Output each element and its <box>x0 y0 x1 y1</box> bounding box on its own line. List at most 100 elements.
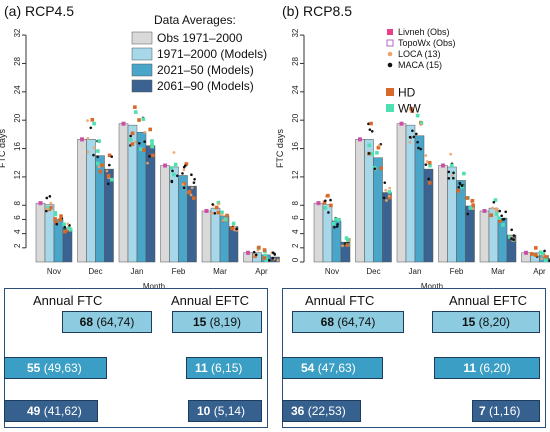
ww-point <box>428 163 432 168</box>
ww-point <box>264 258 269 263</box>
ww-point <box>141 117 146 121</box>
maca-point <box>382 196 386 200</box>
maca-point <box>457 185 461 189</box>
y-tick-label: 0 <box>291 257 300 262</box>
hd-point <box>53 217 57 221</box>
bar-dec <box>77 139 87 263</box>
ww-point <box>173 162 178 167</box>
x-tick-label: Dec <box>88 267 102 276</box>
topowx-point <box>246 250 250 255</box>
maca-point <box>416 140 419 144</box>
ww-point <box>543 258 548 263</box>
livneh-point <box>524 250 528 255</box>
hd-point <box>90 118 95 122</box>
ww-point <box>109 177 114 182</box>
maca-point <box>108 163 111 167</box>
ftc-row3-value: 49 <box>27 404 41 418</box>
maca-point <box>424 163 428 166</box>
maca-point <box>452 171 455 175</box>
topowx-point <box>441 163 445 168</box>
annual-ftc-header: Annual FTC <box>305 293 375 308</box>
ww-point <box>263 253 268 258</box>
ftc-row3-range: (22,53) <box>304 404 346 418</box>
ww-point <box>96 161 100 166</box>
x-tick-label: Jan <box>409 267 422 276</box>
hd-point <box>184 162 189 166</box>
y-tick-label: 28 <box>13 56 22 65</box>
legend-label: 2061–90 (Models) <box>157 79 254 93</box>
maca-point <box>504 210 508 214</box>
legend-swatch <box>131 79 153 93</box>
bar-jan <box>414 135 425 263</box>
ww-point <box>450 163 454 168</box>
bar-jan <box>118 123 129 263</box>
maca-point <box>92 153 95 157</box>
loca-point <box>449 152 453 156</box>
ftc-row1-value: 68 <box>320 315 334 329</box>
ww-point <box>462 171 466 176</box>
hd-point <box>107 153 112 158</box>
ww-point <box>497 216 501 220</box>
y-tick-label: 12 <box>13 170 22 179</box>
maca-point <box>211 203 215 206</box>
bar-nov <box>44 204 55 263</box>
ww-point <box>387 190 392 194</box>
hd-point <box>262 248 267 252</box>
hd-point <box>379 166 383 171</box>
bar-mar <box>219 215 230 263</box>
hd-point <box>58 218 63 222</box>
maca-point <box>411 129 414 133</box>
bar-jan <box>423 168 434 263</box>
bar-feb <box>456 180 466 263</box>
maca-point <box>327 211 330 214</box>
loca-point <box>540 257 544 261</box>
ftc-row2-box: 54 (47,63) <box>282 357 383 379</box>
ww-point <box>68 227 73 232</box>
legend-label: HD <box>398 86 416 100</box>
loca-point <box>97 165 101 169</box>
hd-point <box>409 106 413 111</box>
ww-point <box>224 217 228 222</box>
x-axis-label: Month <box>143 282 165 290</box>
y-tick-label: 20 <box>291 113 300 122</box>
livneh-point <box>399 121 404 126</box>
maca-point <box>415 132 418 136</box>
hd-point <box>133 105 137 109</box>
ww-point <box>495 212 499 216</box>
maca-point <box>183 164 187 167</box>
eftc-row3-box: 7 (1,16) <box>472 400 540 422</box>
hd-point <box>345 243 350 248</box>
maca-point <box>412 135 416 139</box>
loca-point <box>471 207 475 210</box>
eftc-row1-range: (8,20) <box>475 315 511 329</box>
bar-mar <box>479 210 490 263</box>
ww-point <box>334 217 338 222</box>
loca-point <box>105 169 109 173</box>
maca-point <box>512 234 516 237</box>
ftc-row1-range: (64,74) <box>334 315 376 329</box>
hd-point <box>148 127 153 132</box>
hd-point <box>471 203 475 207</box>
hd-point <box>498 219 502 223</box>
eftc-row2-value: 11 <box>463 361 476 375</box>
loca-point <box>377 143 381 147</box>
legend-title: Data Averages: <box>154 13 236 27</box>
hd-point <box>151 153 155 158</box>
maca-point <box>271 251 275 255</box>
ww-point <box>231 221 236 226</box>
legend-label: 2021–50 (Models) <box>157 63 254 77</box>
eftc-row3-range: (5,14) <box>210 404 246 418</box>
ww-point <box>415 113 420 118</box>
maca-point <box>510 237 513 240</box>
bar-mar <box>506 234 517 263</box>
maca-point <box>466 212 470 216</box>
eftc-row1-value: 15 <box>192 315 207 329</box>
maca-point <box>419 147 423 151</box>
maca-point <box>89 126 93 130</box>
hd-point <box>63 229 67 234</box>
x-tick-label: Feb <box>450 267 464 276</box>
topowx-point <box>399 121 404 126</box>
maca-point <box>458 182 462 186</box>
ww-point <box>129 137 133 142</box>
ww-point <box>367 143 372 148</box>
